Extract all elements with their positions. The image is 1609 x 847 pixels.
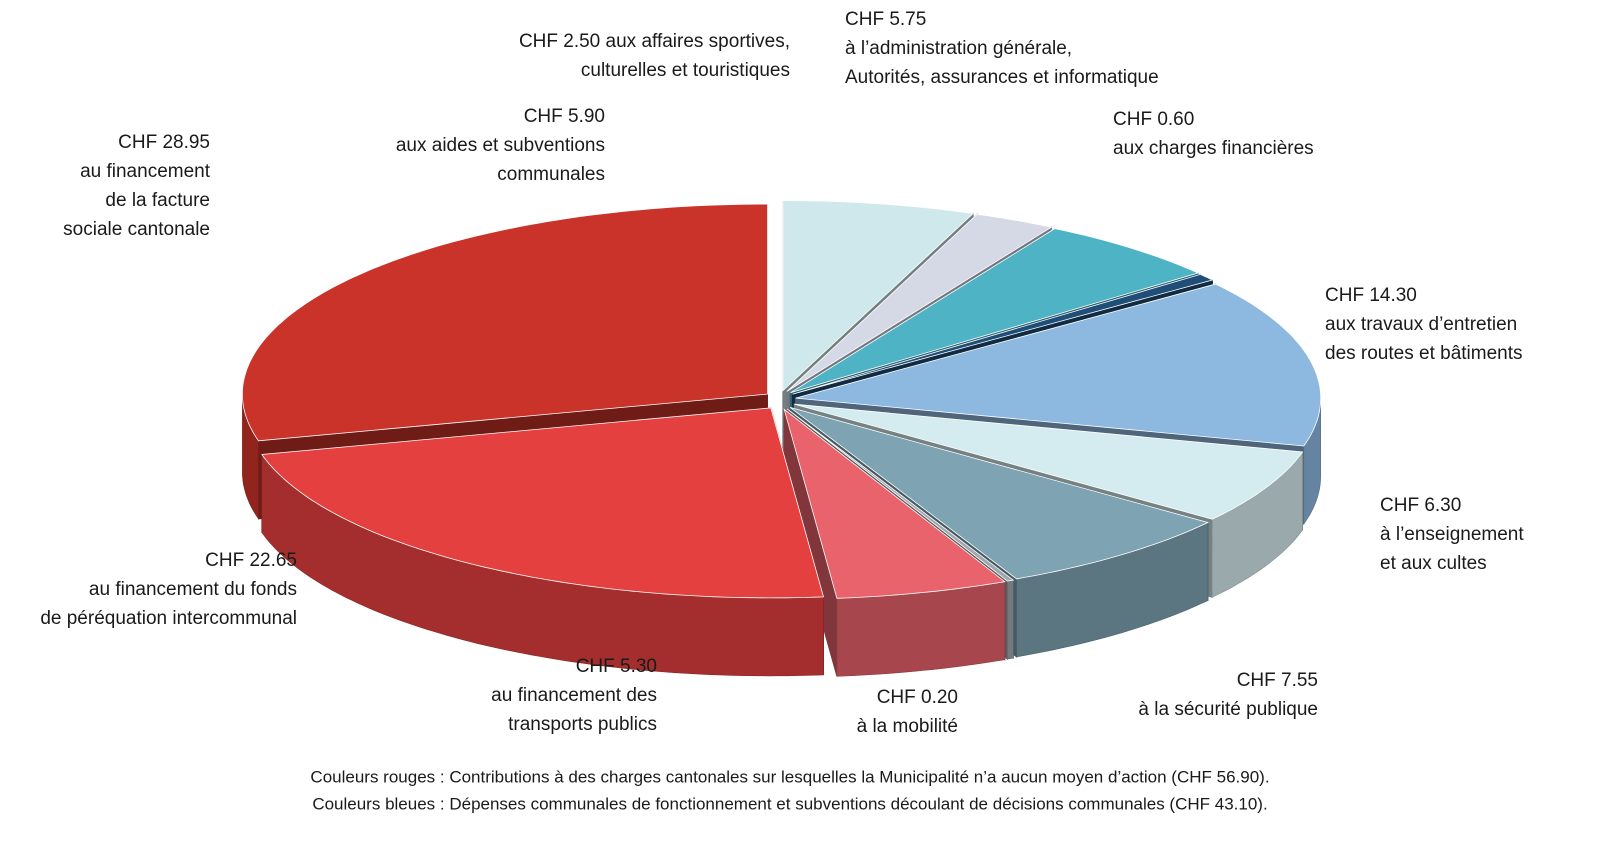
category-label: et aux cultes [1380,553,1487,574]
category-label: à la sécurité publique [1138,699,1318,720]
category-label: culturelles et touristiques [581,60,790,81]
slice-label: CHF 2.50 aux affaires sportives, [519,31,790,52]
value-label: CHF 6.30 [1380,495,1461,516]
chart: CHF 5.90 aux aides et subventions communal… [0,0,1609,847]
category-label: Autorités, assurances et informatique [845,67,1159,88]
category-label: au financement des [491,685,657,706]
value-label: CHF 0.60 [1113,109,1194,130]
category-label: aux affaires sportives, [600,31,790,52]
value-label: CHF 5.75 [845,9,926,30]
note: Couleurs rouges : Contributions à des ch… [310,767,1269,786]
category-label: sociale cantonale [63,219,210,240]
category-label: de la facture [105,190,210,211]
value-label: CHF 14.30 [1325,285,1417,306]
value-label: CHF 2.50 [519,31,600,52]
category-label: au financement du fonds [89,579,297,600]
category-label: à l’enseignement [1380,524,1524,545]
category-label: aux aides et subventions [396,135,605,156]
slice-side [1007,580,1013,659]
value-label: CHF 5.90 [524,106,605,127]
value-label: CHF 22.65 [205,550,297,571]
value-label: CHF 7.55 [1237,670,1318,691]
value-label: CHF 5.30 [576,656,657,677]
category-label: au financement [80,161,211,182]
category-label: aux charges financières [1113,138,1314,159]
category-label: communales [497,164,605,185]
value-label: CHF 0.20 [877,687,958,708]
category-label: aux travaux d’entretien [1325,314,1517,335]
category-label: de péréquation intercommunal [40,608,297,629]
value-label: CHF 28.95 [118,132,210,153]
category-label: transports publics [508,714,657,735]
pie [242,201,1320,677]
category-label: des routes et bâtiments [1325,343,1523,364]
category-label: à la mobilité [857,716,958,737]
note: Couleurs bleues : Dépenses communales de… [312,794,1267,813]
category-label: à l’administration générale, [845,38,1072,59]
